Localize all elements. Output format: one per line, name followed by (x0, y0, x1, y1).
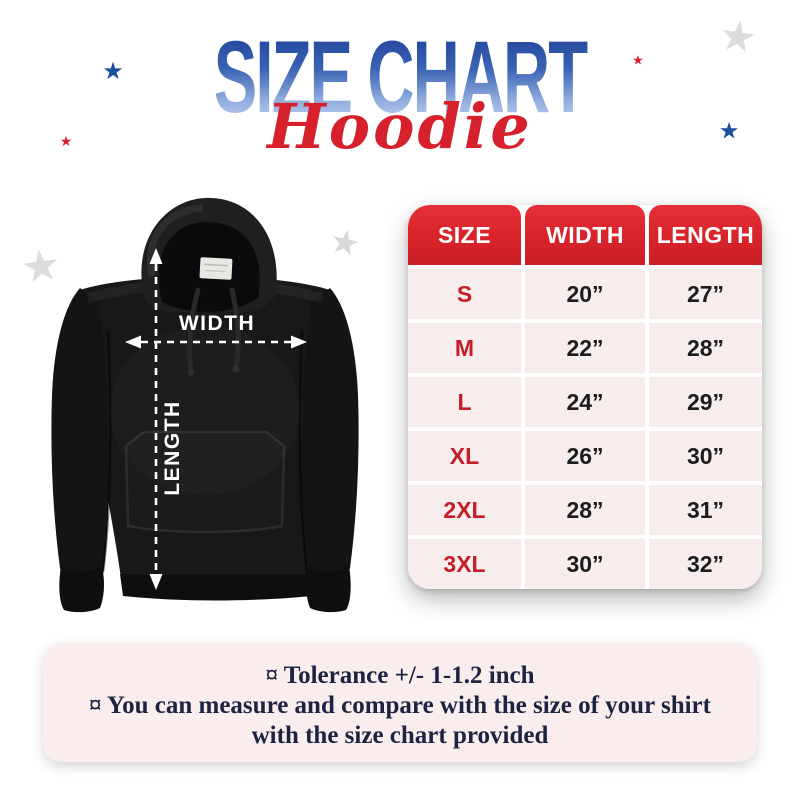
width-cell: 22” (525, 323, 645, 373)
drawstring-right (229, 287, 241, 371)
width-cell: 28” (525, 485, 645, 535)
neck-tag (199, 257, 233, 280)
hoodie-left-sleeve (51, 288, 109, 582)
hoodie-right-cuff (306, 566, 351, 613)
drawstring-aglet (187, 369, 195, 377)
note-line: ¤ Tolerance +/- 1-1.2 inch (265, 662, 535, 689)
length-cell: 29” (649, 377, 762, 427)
length-cell: 31” (649, 485, 762, 535)
hoodie-hem (120, 574, 314, 601)
width-cell: 30” (525, 539, 645, 589)
column-header-width: WIDTH (525, 205, 645, 265)
star-icon: ★ (718, 117, 740, 144)
size-table-grid: SIZE WIDTH LENGTH S 20” 27” M 22” 28” L … (408, 205, 762, 589)
star-icon: ★ (716, 10, 760, 63)
size-cell: XL (408, 431, 521, 481)
length-label: LENGTH (161, 400, 184, 495)
star-icon: ★ (102, 58, 124, 85)
hoodie-image: WIDTH LENGTH (51, 197, 359, 613)
star-icon: ★ (59, 133, 73, 149)
fabric-highlight (110, 325, 300, 495)
hoodie-measurement-diagram: WIDTH LENGTH (40, 180, 370, 615)
length-arrow (149, 248, 163, 590)
notes-box: ¤ Tolerance +/- 1-1.2 inch ¤ You can mea… (43, 643, 757, 762)
width-cell: 24” (525, 377, 645, 427)
column-header-length: LENGTH (649, 205, 762, 265)
crease-line (298, 329, 309, 573)
crease-line (101, 329, 112, 573)
size-cell: M (408, 323, 521, 373)
size-cell: L (408, 377, 521, 427)
drawstring-left (187, 287, 201, 375)
hoodie-pocket (124, 430, 286, 534)
column-header-size: SIZE (408, 205, 521, 265)
width-cell: 20” (525, 269, 645, 319)
length-cell: 28” (649, 323, 762, 373)
page-title: SIZE CHART (144, 26, 656, 128)
collar-shadow (168, 310, 252, 321)
width-label: WIDTH (179, 312, 255, 335)
note-line: with the size chart provided (251, 722, 549, 749)
hoodie-right-sleeve (301, 288, 359, 582)
length-cell: 27” (649, 269, 762, 319)
size-table: SIZE WIDTH LENGTH S 20” 27” M 22” 28” L … (408, 205, 762, 589)
subtitle-script: Hoodie (267, 90, 533, 163)
note-line: ¤ You can measure and compare with the s… (89, 692, 711, 719)
size-cell: 3XL (408, 539, 521, 589)
size-cell: 2XL (408, 485, 521, 535)
drawstring-aglet (232, 365, 240, 373)
width-cell: 26” (525, 431, 645, 481)
hoodie-left-cuff (59, 566, 104, 613)
star-icon: ★ (632, 54, 644, 67)
length-cell: 32” (649, 539, 762, 589)
size-cell: S (408, 269, 521, 319)
width-arrow (125, 335, 307, 349)
length-cell: 30” (649, 431, 762, 481)
